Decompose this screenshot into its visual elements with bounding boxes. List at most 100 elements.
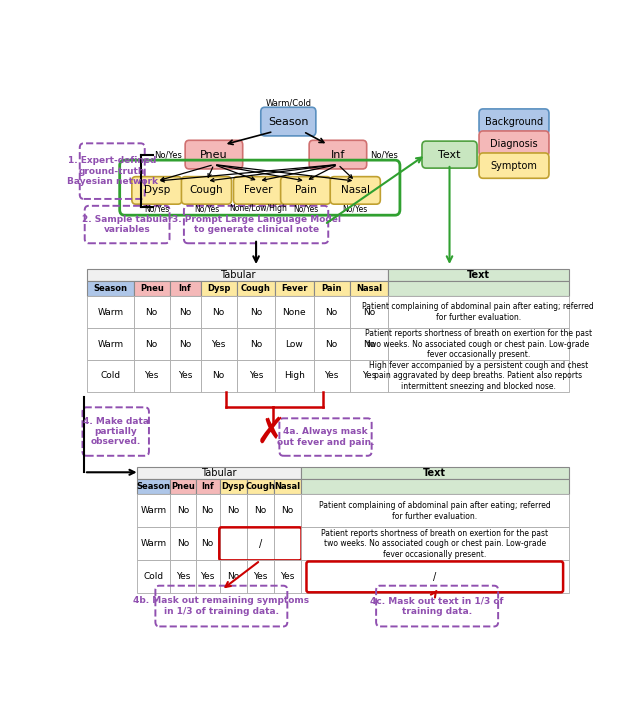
FancyBboxPatch shape <box>388 269 568 281</box>
FancyBboxPatch shape <box>314 328 349 360</box>
Text: Pain: Pain <box>321 284 342 293</box>
Text: Text: Text <box>423 468 446 478</box>
Text: Yes: Yes <box>280 573 294 581</box>
FancyBboxPatch shape <box>275 281 314 296</box>
Text: Warm: Warm <box>141 506 166 516</box>
Text: Inf: Inf <box>179 284 191 293</box>
FancyBboxPatch shape <box>137 494 170 528</box>
Text: No: No <box>212 371 225 380</box>
FancyBboxPatch shape <box>280 177 331 204</box>
FancyBboxPatch shape <box>314 360 349 392</box>
FancyBboxPatch shape <box>200 296 237 328</box>
Text: Inf: Inf <box>331 149 345 159</box>
FancyBboxPatch shape <box>301 561 568 593</box>
FancyBboxPatch shape <box>349 328 388 360</box>
Text: No/Yes: No/Yes <box>342 204 368 213</box>
Text: No/Yes: No/Yes <box>144 204 170 213</box>
Text: No: No <box>212 307 225 317</box>
FancyBboxPatch shape <box>309 140 367 169</box>
FancyBboxPatch shape <box>170 479 196 494</box>
Text: Yes: Yes <box>253 573 268 581</box>
FancyBboxPatch shape <box>134 360 170 392</box>
FancyBboxPatch shape <box>479 153 549 178</box>
FancyBboxPatch shape <box>237 328 275 360</box>
Text: Yes: Yes <box>176 573 190 581</box>
FancyBboxPatch shape <box>170 360 200 392</box>
Text: Tabular: Tabular <box>201 468 237 478</box>
FancyBboxPatch shape <box>349 360 388 392</box>
FancyBboxPatch shape <box>274 479 301 494</box>
FancyBboxPatch shape <box>301 467 568 479</box>
FancyBboxPatch shape <box>88 360 134 392</box>
FancyBboxPatch shape <box>220 479 247 494</box>
FancyBboxPatch shape <box>170 328 200 360</box>
FancyBboxPatch shape <box>275 360 314 392</box>
FancyBboxPatch shape <box>422 141 477 168</box>
FancyBboxPatch shape <box>196 561 220 593</box>
Text: 4. Make data
partially
observed.: 4. Make data partially observed. <box>83 417 148 446</box>
Text: Nasal: Nasal <box>356 284 382 293</box>
FancyBboxPatch shape <box>274 494 301 528</box>
Text: None: None <box>282 307 306 317</box>
FancyBboxPatch shape <box>200 281 237 296</box>
Text: None/Low/High: None/Low/High <box>230 204 287 213</box>
Text: No: No <box>145 340 158 348</box>
Text: ✗: ✗ <box>256 415 286 450</box>
Text: No/Yes: No/Yes <box>293 204 318 213</box>
Text: Warm: Warm <box>97 340 124 348</box>
Text: Dysp: Dysp <box>144 185 170 195</box>
Text: No: No <box>363 340 375 348</box>
FancyBboxPatch shape <box>88 281 134 296</box>
Text: Pneu: Pneu <box>140 284 164 293</box>
FancyBboxPatch shape <box>134 281 170 296</box>
FancyBboxPatch shape <box>237 296 275 328</box>
Text: Cough: Cough <box>189 185 223 195</box>
Text: Cold: Cold <box>100 371 120 380</box>
Text: No/Yes: No/Yes <box>194 204 219 213</box>
Text: Yes: Yes <box>145 371 159 380</box>
FancyBboxPatch shape <box>137 479 170 494</box>
FancyBboxPatch shape <box>479 109 549 134</box>
Text: No: No <box>179 307 191 317</box>
FancyBboxPatch shape <box>196 528 220 561</box>
FancyBboxPatch shape <box>185 140 243 169</box>
FancyBboxPatch shape <box>170 281 200 296</box>
FancyBboxPatch shape <box>134 296 170 328</box>
FancyBboxPatch shape <box>388 360 568 392</box>
Text: /: / <box>259 539 262 549</box>
Text: No: No <box>326 340 338 348</box>
Text: No/Yes: No/Yes <box>370 150 398 159</box>
Text: No: No <box>145 307 158 317</box>
FancyBboxPatch shape <box>170 528 196 561</box>
FancyBboxPatch shape <box>349 296 388 328</box>
Text: Yes: Yes <box>324 371 339 380</box>
Text: Season: Season <box>93 284 127 293</box>
Text: Yes: Yes <box>362 371 376 380</box>
Text: /: / <box>433 572 436 582</box>
FancyBboxPatch shape <box>388 328 568 360</box>
Text: Dysp: Dysp <box>207 284 230 293</box>
Text: Cold: Cold <box>143 573 164 581</box>
FancyBboxPatch shape <box>314 296 349 328</box>
Text: Patient complaining of abdominal pain after eating; referred
for further evaluat: Patient complaining of abdominal pain af… <box>319 501 550 521</box>
FancyBboxPatch shape <box>132 177 182 204</box>
Text: No: No <box>250 340 262 348</box>
FancyBboxPatch shape <box>88 296 134 328</box>
FancyBboxPatch shape <box>330 177 380 204</box>
FancyBboxPatch shape <box>237 281 275 296</box>
Text: No/Yes: No/Yes <box>154 150 182 159</box>
Text: Dysp: Dysp <box>221 482 245 491</box>
Text: 3. Prompt Large Language Model
to generate clinical note: 3. Prompt Large Language Model to genera… <box>172 214 340 235</box>
FancyBboxPatch shape <box>275 328 314 360</box>
Text: No: No <box>282 506 294 516</box>
Text: 4b. Mask out remaining symptoms
in 1/3 of training data.: 4b. Mask out remaining symptoms in 1/3 o… <box>133 596 309 616</box>
Text: Yes: Yes <box>200 573 215 581</box>
FancyBboxPatch shape <box>301 528 568 561</box>
Text: Low: Low <box>285 340 303 348</box>
Text: No: No <box>254 506 266 516</box>
FancyBboxPatch shape <box>314 281 349 296</box>
Text: High: High <box>284 371 305 380</box>
Text: Pain: Pain <box>295 185 317 195</box>
Text: No: No <box>202 506 214 516</box>
Text: No: No <box>250 307 262 317</box>
